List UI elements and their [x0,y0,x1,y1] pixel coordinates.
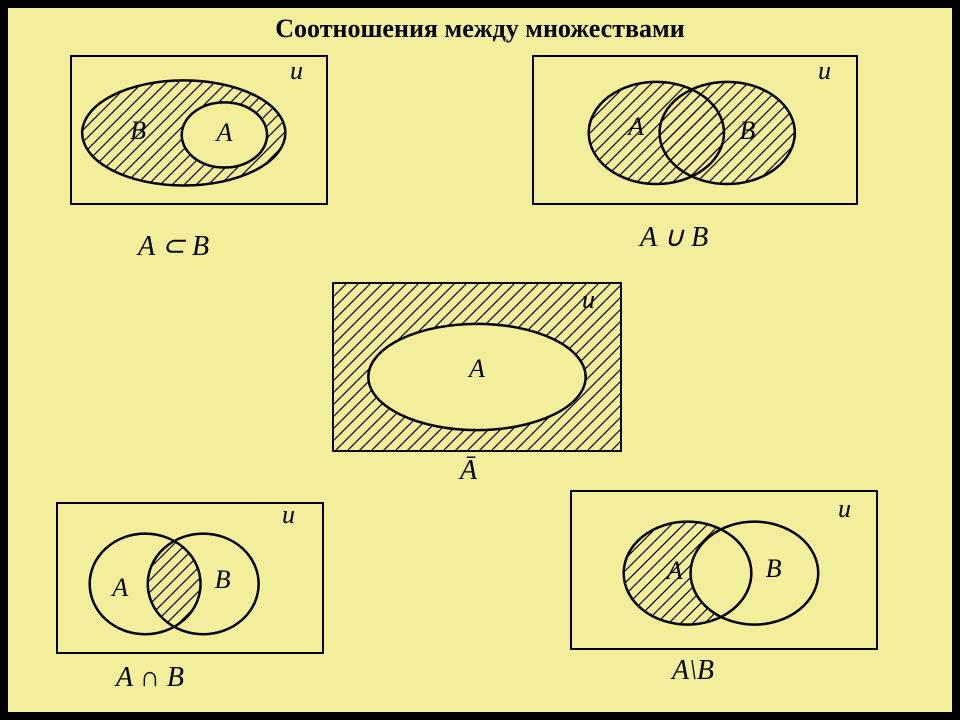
u-label-intersection: u [282,500,295,530]
u-label-complement: u [582,285,595,315]
svg-text:A: A [214,118,232,147]
svg-text:B: B [740,116,756,145]
op-label-intersection: A ∩ B [116,662,184,694]
venn-subset: B A [72,57,326,203]
panel-difference: A B [570,490,878,650]
u-label-subset: u [290,56,303,86]
svg-text:A: A [626,112,644,141]
u-label-union: u [818,56,831,86]
panel-union: A B [532,55,858,205]
svg-text:B: B [215,565,231,594]
op-label-complement: Ā [460,455,477,487]
u-label-difference: u [838,494,851,524]
venn-union: A B [534,57,856,203]
venn-difference: A B [572,492,876,648]
svg-text:B: B [766,554,782,583]
panel-complement: A [332,282,622,452]
op-label-difference: A\B [672,655,714,687]
svg-text:A: A [110,573,128,602]
diagram-canvas: Соотношения между множествами B A u A ⊂ … [0,0,960,720]
page-title: Соотношения между множествами [0,14,960,44]
op-label-subset: A ⊂ B [138,229,209,263]
svg-text:B: B [130,116,146,145]
op-label-union: A ∪ B [640,220,708,254]
svg-text:A: A [467,354,485,383]
svg-text:A: A [665,556,683,585]
venn-complement: A [334,284,620,450]
